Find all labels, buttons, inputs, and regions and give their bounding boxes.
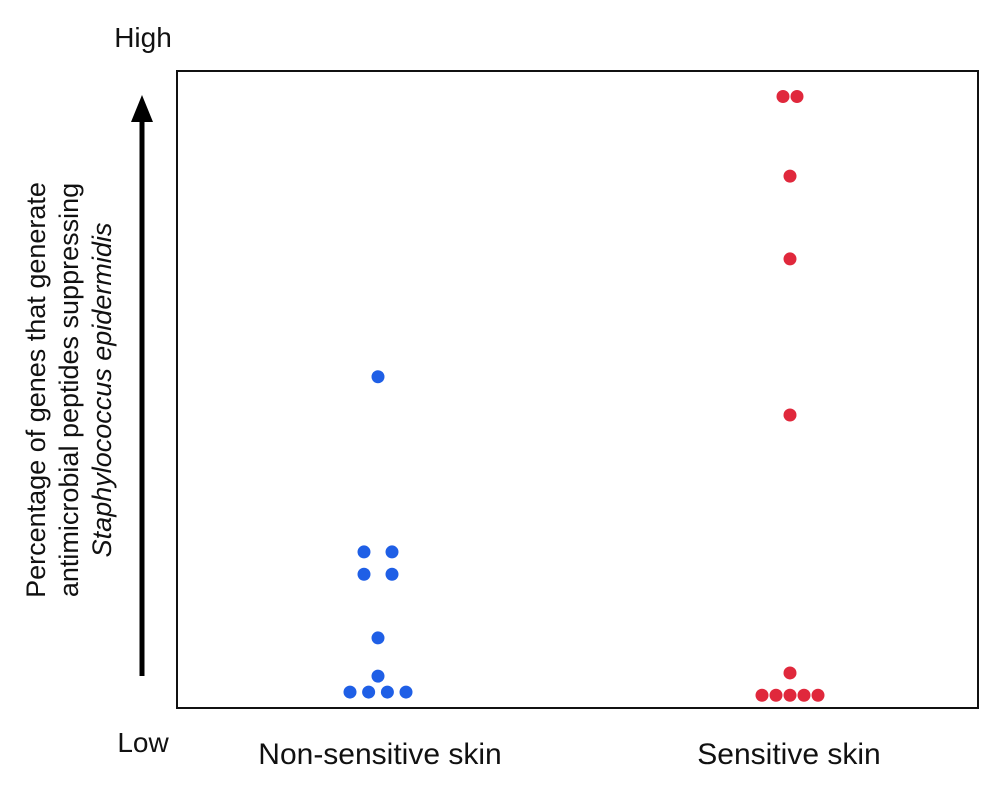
non-sensitive-point-5 — [385, 567, 399, 581]
non-sensitive-point-3 — [385, 545, 399, 559]
y-low-label: Low — [117, 727, 169, 758]
non-sensitive-point-7 — [371, 669, 385, 683]
sensitive-point-5 — [783, 408, 797, 422]
non-sensitive-point-11 — [399, 685, 413, 699]
y-high-label: High — [114, 22, 172, 53]
non-sensitive-point-9 — [362, 685, 376, 699]
sensitive-point-4 — [783, 252, 797, 266]
non-sensitive-point-10 — [380, 685, 394, 699]
sensitive-point-9 — [783, 688, 797, 702]
sensitive-point-6 — [783, 666, 797, 680]
sensitive-point-7 — [755, 688, 769, 702]
y-axis-label-species: Staphylococcus epidermidis — [87, 223, 117, 558]
sensitive-point-2 — [790, 89, 804, 103]
plot-frame — [176, 70, 979, 709]
sensitive-point-8 — [769, 688, 783, 702]
x-tick-label-non-sensitive: Non-sensitive skin — [258, 738, 501, 771]
y-axis-label-line-1: Percentage of genes that generate — [21, 182, 51, 598]
non-sensitive-point-6 — [371, 631, 385, 645]
y-axis-label-line-2: antimicrobial peptides suppressing — [54, 183, 84, 597]
y-axis-arrow-head — [131, 95, 153, 122]
x-tick-label-sensitive: Sensitive skin — [697, 738, 880, 771]
data-points — [343, 89, 825, 702]
non-sensitive-point-1 — [371, 370, 385, 384]
sensitive-point-3 — [783, 169, 797, 183]
sensitive-point-11 — [811, 688, 825, 702]
non-sensitive-point-2 — [357, 545, 371, 559]
sensitive-point-1 — [776, 89, 790, 103]
non-sensitive-point-8 — [343, 685, 357, 699]
non-sensitive-point-4 — [357, 567, 371, 581]
sensitive-point-10 — [797, 688, 811, 702]
